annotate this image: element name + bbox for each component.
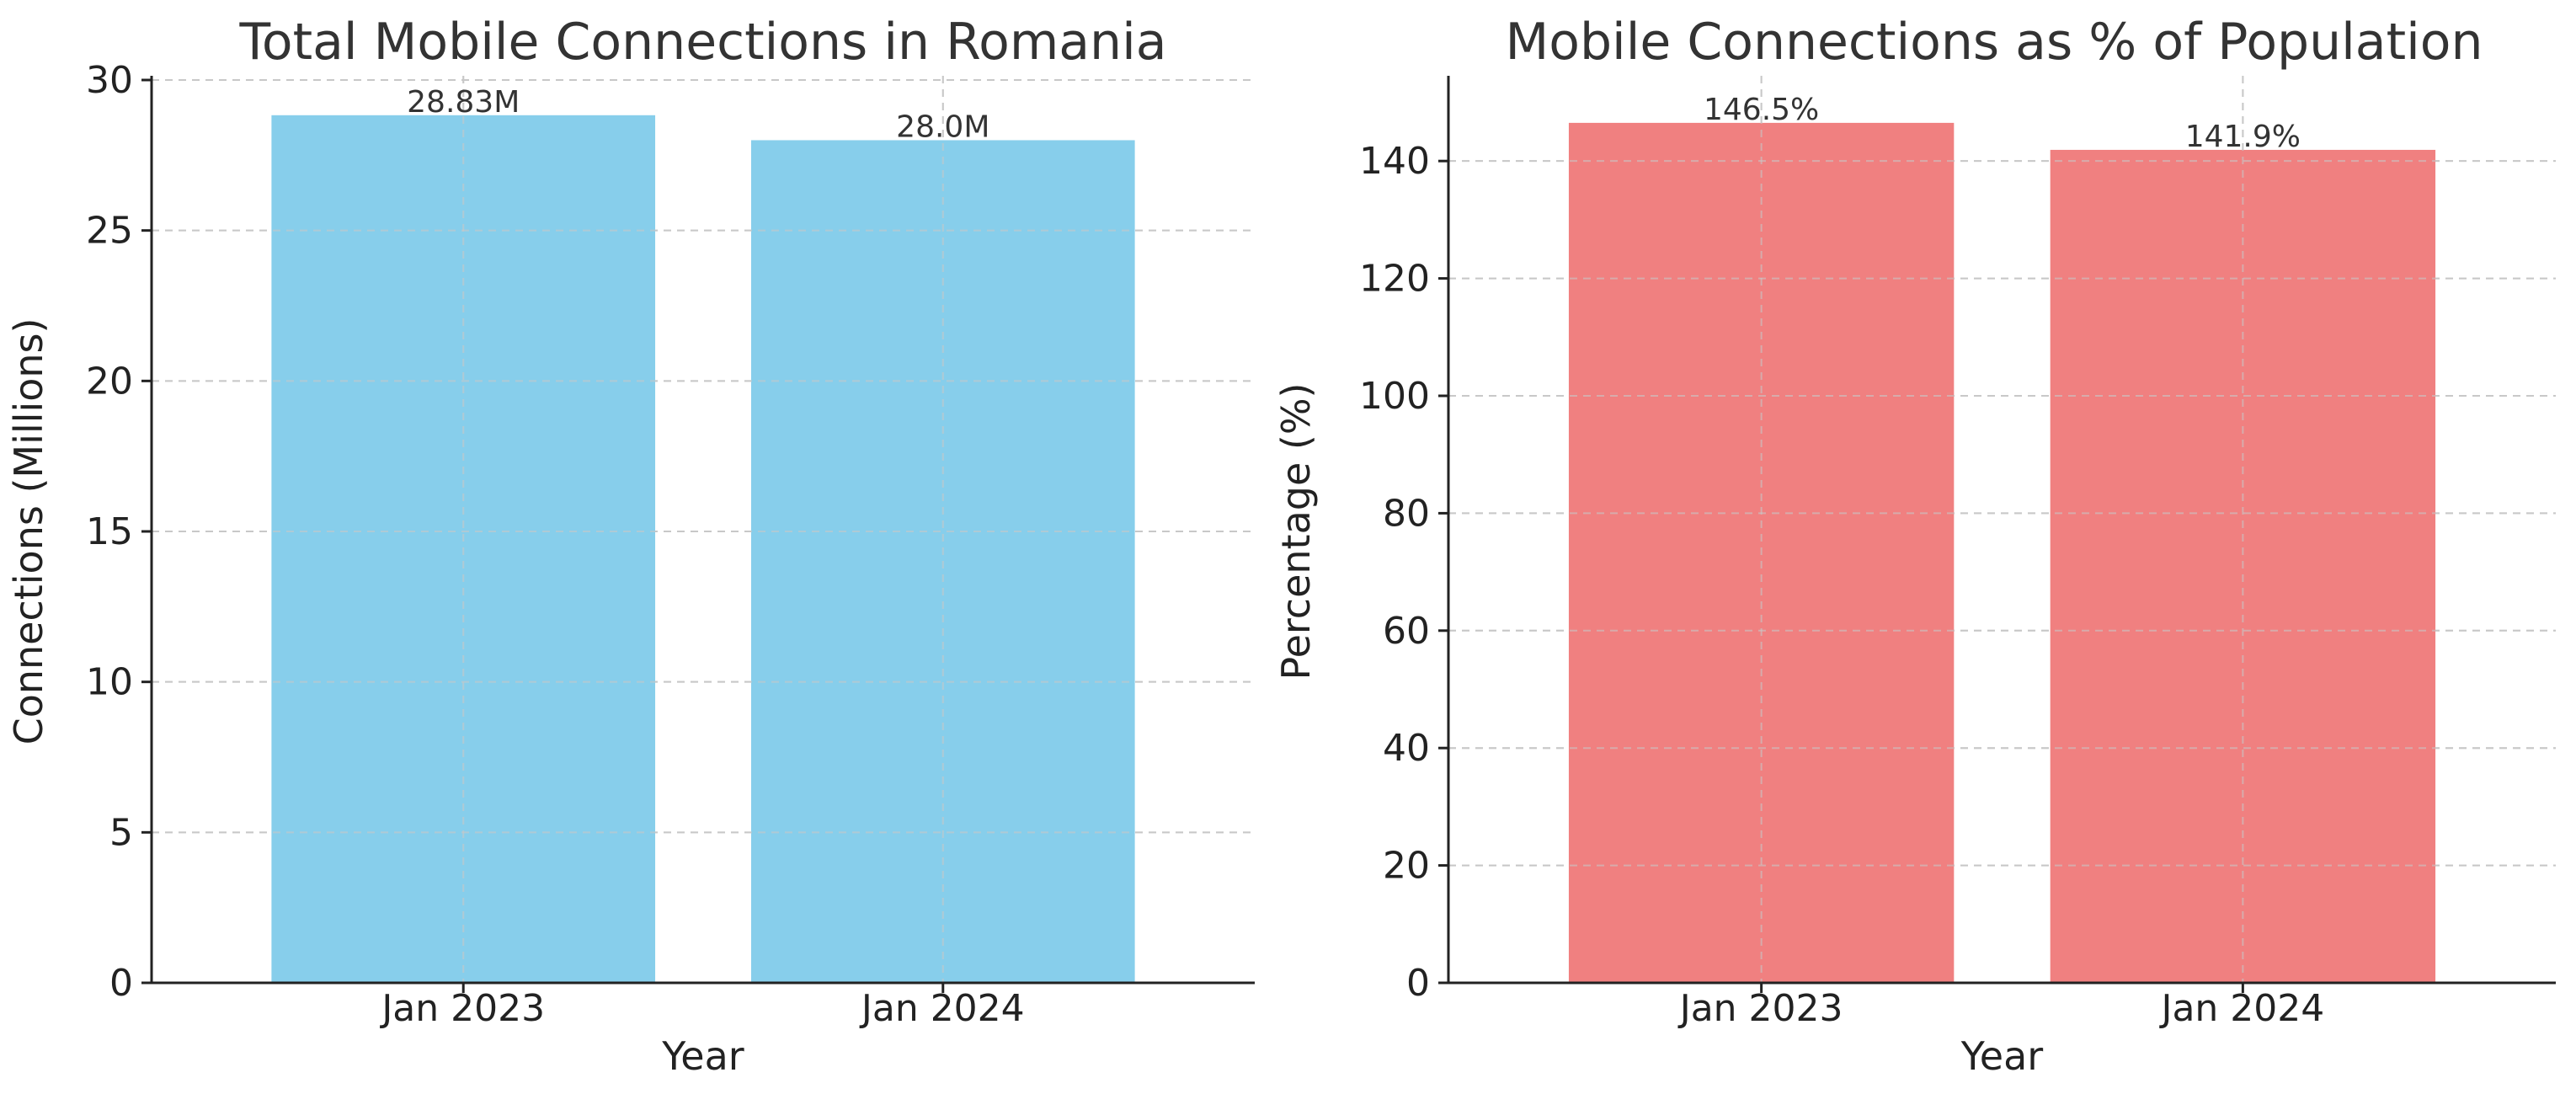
y-tick-label: 15 <box>86 510 133 553</box>
y-tick-label: 20 <box>86 360 133 403</box>
x-tick-label: Jan 2024 <box>859 987 1025 1030</box>
y-tick-label: 10 <box>86 661 133 704</box>
y-tick-label: 40 <box>1383 727 1430 770</box>
bar-value-label: 146.5% <box>1704 93 1819 127</box>
chart-title: Total Mobile Connections in Romania <box>238 13 1166 72</box>
x-axis-label: Year <box>1960 1033 2043 1079</box>
y-tick-label: 120 <box>1359 258 1430 301</box>
y-tick-label: 60 <box>1383 610 1430 653</box>
bar-value-label: 28.83M <box>407 85 520 120</box>
y-tick-label: 80 <box>1383 492 1430 535</box>
y-tick-label: 5 <box>109 811 133 854</box>
bar-value-label: 28.0M <box>896 109 989 144</box>
y-tick-label: 0 <box>109 962 133 1005</box>
y-tick-label: 100 <box>1359 375 1430 418</box>
chart-title: Mobile Connections as % of Population <box>1505 13 2483 72</box>
y-tick-label: 20 <box>1383 845 1430 888</box>
y-tick-label: 25 <box>86 210 133 253</box>
bar-value-label: 141.9% <box>2185 120 2301 154</box>
y-tick-label: 140 <box>1359 140 1430 183</box>
y-tick-label: 0 <box>1406 962 1430 1005</box>
chart-panel-2: 146.5% 141.9% 0 20 40 60 80 100 120 140 Jan 2023 Ja… <box>1273 13 2556 1079</box>
x-axis-label: Year <box>661 1033 744 1079</box>
y-tick-label: 30 <box>86 59 133 102</box>
chart-panel-1: 28.83M 28.0M 0 5 10 15 20 25 30 Jan 2023 Jan 2024 T… <box>6 13 1255 1079</box>
x-tick-label: Jan 2023 <box>379 987 545 1030</box>
x-tick-label: Jan 2023 <box>1677 987 1843 1030</box>
y-axis-label: Connections (Millions) <box>6 318 51 745</box>
y-axis-label: Percentage (%) <box>1273 383 1319 680</box>
x-tick-label: Jan 2024 <box>2158 987 2324 1030</box>
